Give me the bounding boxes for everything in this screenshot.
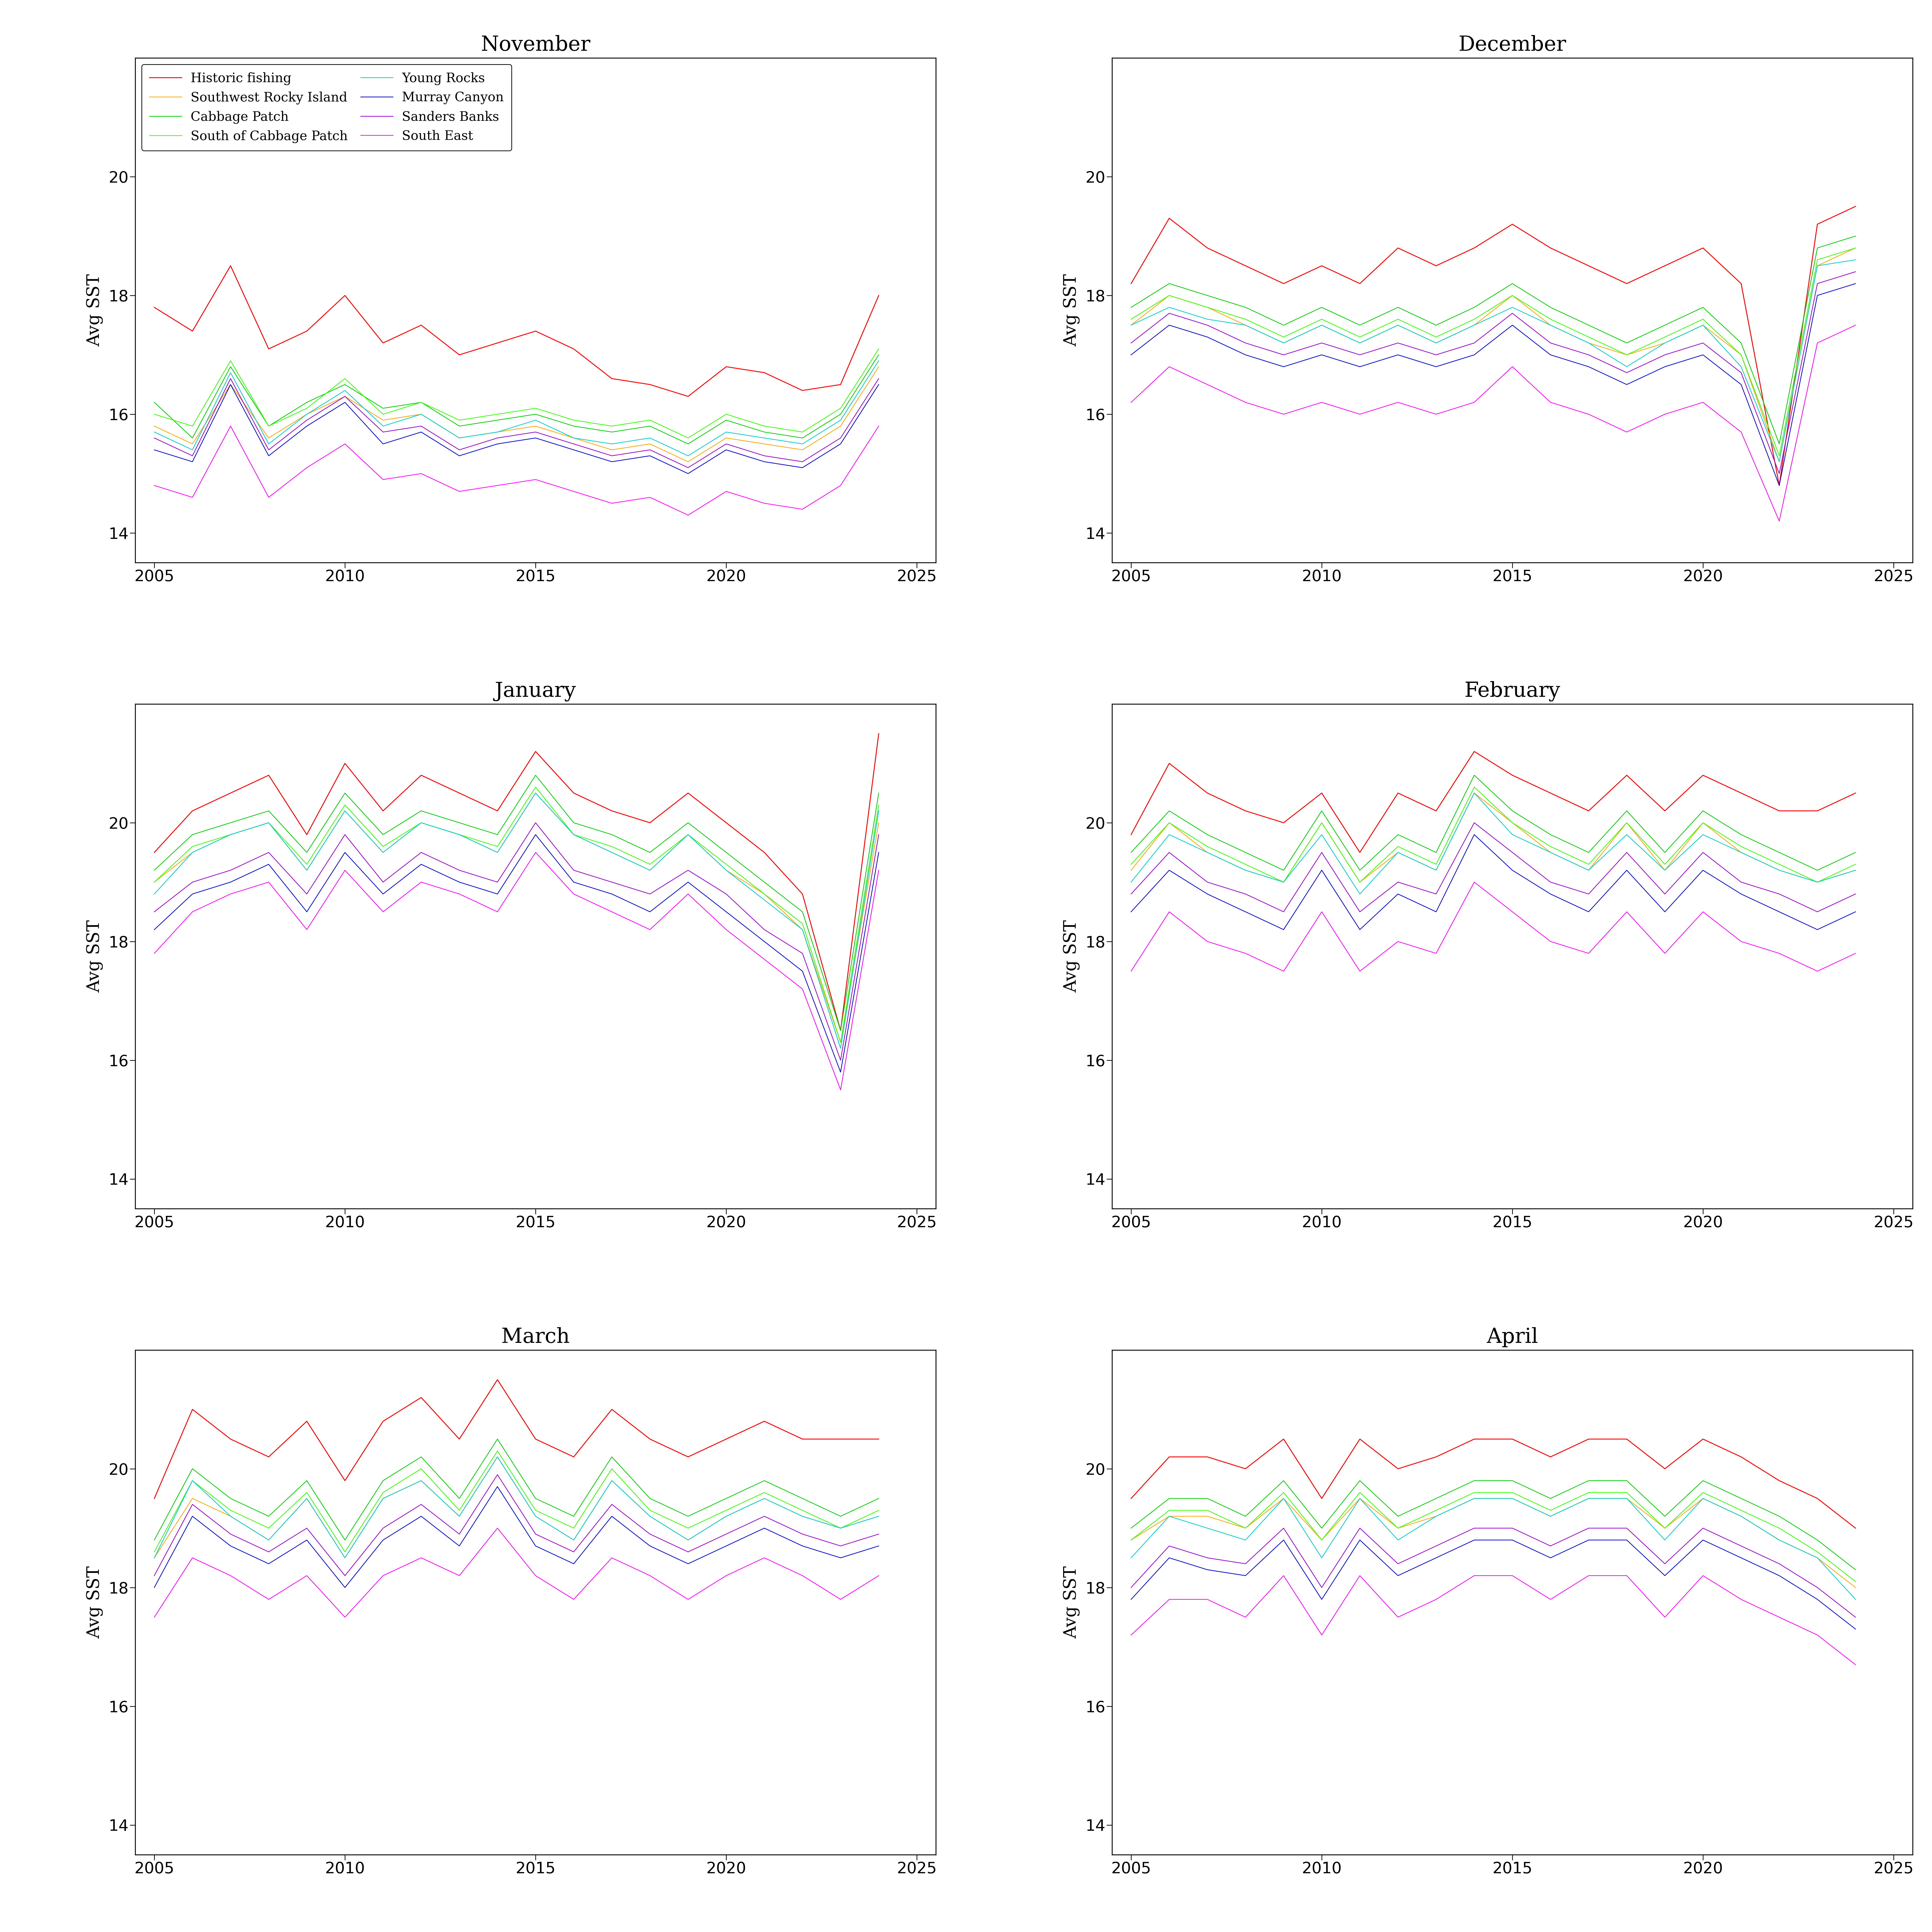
Y-axis label: Avg SST: Avg SST [1063,920,1080,993]
Title: January: January [495,682,576,701]
Legend: Historic fishing, Southwest Rocky Island, Cabbage Patch, South of Cabbage Patch,: Historic fishing, Southwest Rocky Island… [141,64,512,151]
Y-axis label: Avg SST: Avg SST [87,274,102,346]
Title: March: March [500,1327,570,1347]
Y-axis label: Avg SST: Avg SST [87,1567,102,1638]
Y-axis label: Avg SST: Avg SST [1063,1567,1080,1638]
Y-axis label: Avg SST: Avg SST [87,920,102,993]
Title: February: February [1464,682,1561,701]
Title: April: April [1486,1327,1538,1347]
Y-axis label: Avg SST: Avg SST [1063,274,1080,346]
Title: December: December [1459,35,1567,56]
Title: November: November [481,35,591,56]
